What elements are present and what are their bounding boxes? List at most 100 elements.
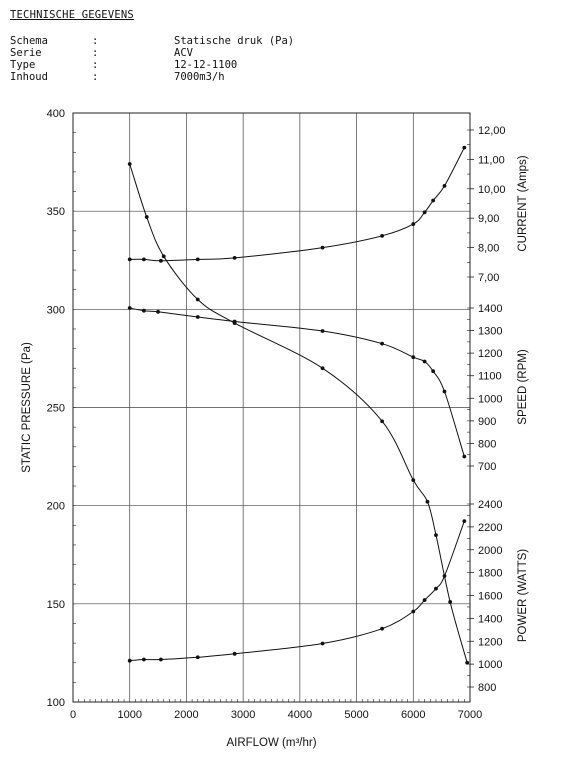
x-tick-label: 6000 xyxy=(401,709,425,721)
right-tick-label: 10,00 xyxy=(478,184,506,196)
right-tick-label: 1000 xyxy=(478,659,502,671)
spec-colon: : xyxy=(92,71,99,83)
current-data-point xyxy=(195,257,200,262)
speed-data-point xyxy=(422,359,427,364)
current-data-point xyxy=(127,257,132,262)
right-tick-label: 1800 xyxy=(478,568,502,580)
speed-data-point xyxy=(442,389,447,394)
x-tick-label: 3000 xyxy=(231,709,255,721)
speed-data-point xyxy=(380,341,384,346)
x-tick-label: 2000 xyxy=(174,709,198,721)
spec-key: Inhoud xyxy=(10,71,48,83)
current-data-point xyxy=(320,245,325,250)
pressure-data-point xyxy=(195,297,200,302)
power-data-point xyxy=(127,658,132,663)
y-axis-title: STATIC PRESSURE (Pa) xyxy=(21,342,33,473)
spec-key: Type xyxy=(10,59,36,71)
spec-row-type: Type : 12-12-1100 xyxy=(10,59,294,71)
y-tick-label: 150 xyxy=(47,599,65,611)
right-tick-label: 800 xyxy=(478,438,496,450)
current-data-point xyxy=(232,255,237,260)
current-data-point xyxy=(141,257,146,262)
power-data-point xyxy=(159,657,163,662)
right-axis-label: CURRENT (Amps) xyxy=(517,155,529,251)
spec-value: ACV xyxy=(174,47,193,59)
header-title: TECHNISCHE GEGEVENS xyxy=(10,9,134,21)
pressure-data-point xyxy=(144,215,149,219)
right-tick-label: 2000 xyxy=(478,545,502,557)
right-tick-label: 2400 xyxy=(478,499,502,511)
right-tick-label: 2200 xyxy=(478,522,502,534)
current-curve xyxy=(129,147,465,262)
right-tick-label: 8,00 xyxy=(478,243,499,255)
power-data-point xyxy=(141,657,146,662)
right-axis-label: POWER (WATTS) xyxy=(517,549,529,642)
current-data-point xyxy=(159,258,163,263)
power-data-point xyxy=(380,626,384,631)
speed-data-point xyxy=(195,315,200,319)
right-tick-label: 1200 xyxy=(478,348,502,360)
x-tick-label: 4000 xyxy=(288,709,312,721)
right-tick-label: 1200 xyxy=(478,636,502,648)
y-tick-label: 200 xyxy=(47,501,65,513)
right-tick-label: 1400 xyxy=(478,303,502,315)
pressure-data-point xyxy=(465,660,470,665)
spec-value: 7000m3/h xyxy=(174,71,225,83)
right-tick-label: 1400 xyxy=(478,613,502,625)
spec-colon: : xyxy=(92,59,99,71)
right-tick-label: 1100 xyxy=(478,371,502,383)
pressure-data-point xyxy=(127,162,132,166)
pressure-data-point xyxy=(320,366,325,371)
right-tick-label: 1300 xyxy=(478,326,502,338)
pressure-data-point xyxy=(434,533,438,538)
x-tick-label: 5000 xyxy=(344,709,368,721)
plot-frame xyxy=(72,112,471,703)
spec-row-inhoud: Inhoud : 7000m3/h xyxy=(10,71,294,83)
power-data-point xyxy=(442,574,447,578)
right-tick-label: 900 xyxy=(478,416,496,428)
x-tick-label: 7000 xyxy=(458,709,482,721)
y-tick-label: 400 xyxy=(47,108,65,120)
right-tick-label: 9,00 xyxy=(478,213,499,225)
x-tick-label: 0 xyxy=(70,709,76,721)
current-data-point xyxy=(380,233,384,238)
pressure-data-point xyxy=(425,499,430,504)
current-data-point xyxy=(442,183,447,188)
right-tick-label: 7,00 xyxy=(478,272,499,284)
technical-data-header: TECHNISCHE GEGEVENS Schema : Statische d… xyxy=(10,9,294,83)
power-curve xyxy=(129,521,465,662)
power-data-point xyxy=(232,651,237,656)
spec-key: Schema xyxy=(10,35,48,47)
right-axis-label: SPEED (RPM) xyxy=(517,349,529,425)
current-data-point xyxy=(411,222,416,226)
speed-data-point xyxy=(127,306,132,310)
right-tick-label: 1000 xyxy=(478,393,502,405)
speed-data-point xyxy=(141,308,146,313)
power-data-point xyxy=(462,519,467,524)
power-data-point xyxy=(422,598,427,602)
spec-row-schema: Schema : Statische druk (Pa) xyxy=(10,35,294,47)
y-tick-label: 300 xyxy=(47,304,65,316)
current-data-point xyxy=(462,145,467,150)
right-tick-label: 800 xyxy=(478,682,496,694)
spec-row-serie: Serie : ACV xyxy=(10,47,294,59)
speed-data-point xyxy=(431,369,436,374)
right-tick-label: 700 xyxy=(478,461,496,473)
pressure-data-point xyxy=(448,599,453,604)
right-tick-label: 12,00 xyxy=(478,125,506,137)
current-data-point xyxy=(431,198,436,203)
spec-colon: : xyxy=(92,35,99,47)
pressure-data-point xyxy=(161,254,166,259)
speed-data-point xyxy=(156,309,160,314)
right-tick-label: 1600 xyxy=(478,591,502,603)
power-data-point xyxy=(411,609,416,614)
speed-curve xyxy=(129,307,465,457)
y-tick-label: 250 xyxy=(47,403,65,415)
pressure-curve xyxy=(129,163,468,663)
spec-value: 12-12-1100 xyxy=(174,59,238,71)
speed-data-point xyxy=(462,454,467,459)
power-data-point xyxy=(434,586,438,591)
y-tick-label: 100 xyxy=(47,697,65,709)
x-axis-title: AIRFLOW (m³/hr) xyxy=(226,737,316,749)
